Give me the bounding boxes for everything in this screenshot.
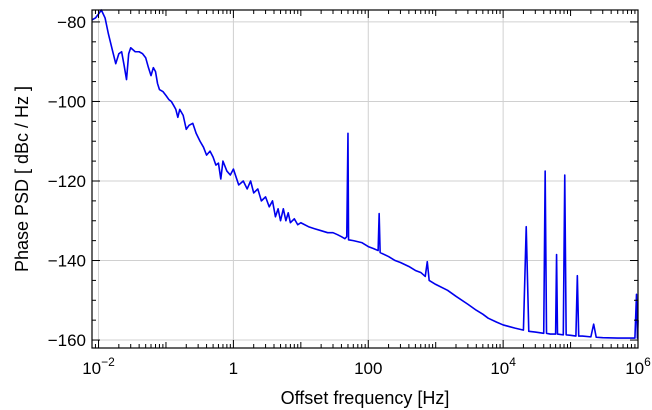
x-tick-label: 100 [354, 359, 382, 378]
y-axis-label: Phase PSD [ dBc / Hz ] [12, 86, 32, 272]
grid-lines [92, 10, 639, 348]
x-tick-label: 104 [490, 355, 516, 378]
x-tick-label: 1 [229, 359, 238, 378]
y-tick-label: −80 [57, 13, 86, 32]
x-axis-label: Offset frequency [Hz] [281, 388, 450, 408]
y-tick-label: −120 [48, 172, 86, 191]
x-tick-label: 10−2 [82, 355, 115, 378]
plot-frame [91, 9, 639, 349]
series-layer [91, 9, 639, 339]
psd-series-line [91, 9, 639, 339]
x-tick-label: 106 [625, 355, 651, 378]
tick-labels: 10−2 1 100 104 106 −80 −100 −120 −140 −160 [48, 13, 651, 378]
y-tick-label: −100 [48, 92, 86, 111]
y-tick-label: −160 [48, 331, 86, 350]
axis-ticks [91, 10, 639, 348]
y-tick-label: −140 [48, 252, 86, 271]
